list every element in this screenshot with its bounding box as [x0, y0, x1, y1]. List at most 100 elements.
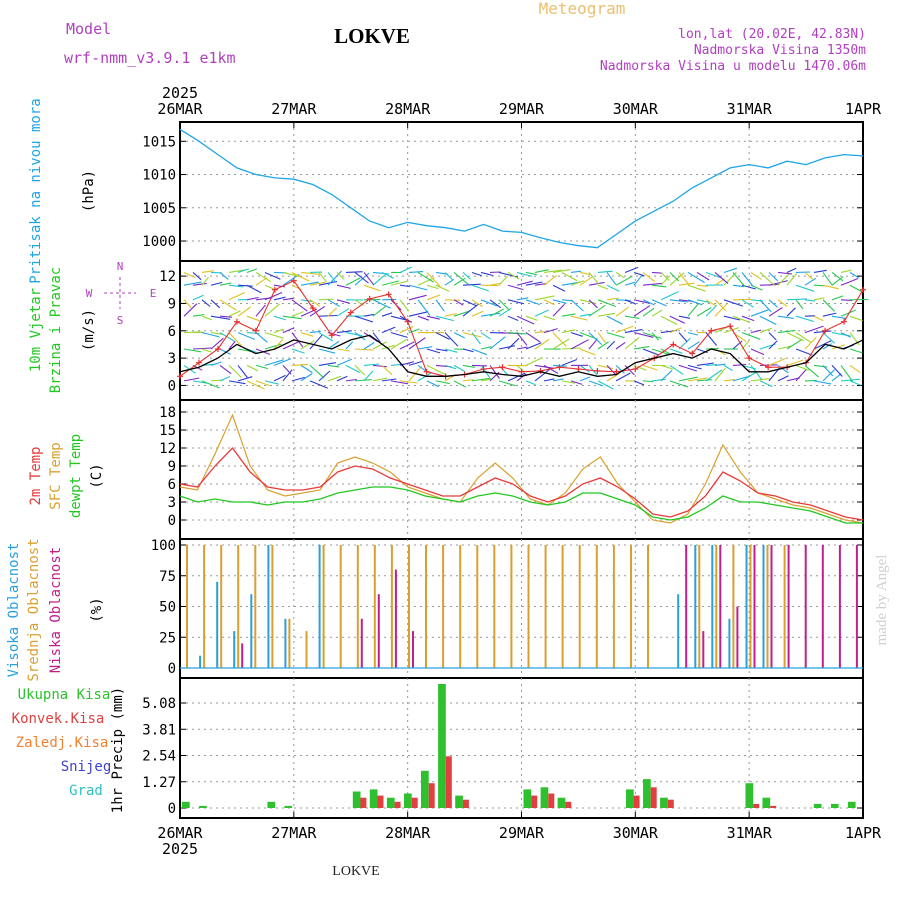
wind-arrow: [840, 332, 852, 338]
wind-arrow: [669, 315, 686, 324]
wind-arrow: [714, 272, 729, 285]
wind-arrow: [381, 280, 400, 286]
wind-arrow: [588, 281, 605, 286]
wind-arrow: [777, 375, 789, 382]
wind-arrow: [336, 330, 352, 334]
wind-arrow: [606, 272, 617, 285]
wind-arrow: [399, 284, 410, 288]
precip-conv-bar: [445, 756, 452, 808]
wind-gust-marker: [309, 305, 316, 311]
wind-arrow: [813, 284, 825, 287]
wind-arrow: [282, 327, 295, 334]
y-tick-label: 1000: [142, 234, 176, 250]
temp-2m-line: [179, 446, 864, 521]
wind-gust-marker: [480, 366, 487, 373]
wind-arrow: [849, 348, 863, 354]
wind-arrow: [507, 284, 524, 291]
wind-arrow: [768, 272, 779, 282]
wind-arrow: [759, 272, 775, 286]
y-tick-label: 1.27: [142, 775, 176, 791]
wind-arrow: [525, 299, 540, 306]
wind-arrow: [444, 278, 455, 286]
wind-arrow: [444, 299, 461, 301]
precip-conv-bar: [411, 797, 418, 808]
wind-arrow: [417, 271, 434, 283]
wind-arrow: [318, 272, 327, 283]
wind-gust-marker: [195, 359, 202, 366]
precip-total-bar: [421, 770, 429, 808]
wind-arrow: [516, 346, 528, 350]
cloud-bar: [702, 631, 705, 668]
wind-arrow: [381, 364, 393, 376]
wind-arrow: [489, 299, 502, 309]
wind-arrow: [723, 379, 735, 382]
wind-arrow: [363, 313, 374, 317]
wind-arrow: [417, 364, 427, 372]
wind-arrow: [849, 364, 861, 373]
wind-arrow: [363, 284, 381, 292]
wind-arrow: [462, 299, 478, 307]
wind-arrow: [309, 305, 326, 317]
wind-arrow: [453, 310, 471, 317]
wind-arrow: [714, 303, 728, 317]
cloud-bar: [711, 545, 714, 668]
wind-arrow: [543, 378, 555, 382]
wind-arrow: [426, 348, 441, 354]
wind-gust-marker: [575, 366, 582, 373]
cloud-bar: [715, 545, 718, 668]
precip-total-bar: [284, 805, 293, 808]
wind-arrow: [480, 299, 498, 307]
precip-total-bar: [540, 787, 549, 808]
cloud-bar: [783, 545, 786, 668]
wind-arrow: [759, 299, 772, 313]
wind-arrow: [183, 348, 202, 353]
wind-arrow: [597, 312, 615, 317]
wind-arrow: [318, 280, 338, 286]
precip-conv-bar: [377, 795, 384, 808]
wind-arrow: [354, 272, 370, 286]
wind-arrow: [237, 268, 250, 273]
wind-arrow: [813, 315, 824, 322]
wind-arrow: [525, 380, 536, 386]
wind-gust-marker: [632, 366, 639, 373]
cloud-bar: [408, 545, 410, 668]
wind-arrow: [201, 348, 212, 353]
wind-arrow: [444, 332, 459, 347]
x-tick-label-top: 29MAR: [499, 100, 545, 118]
wind-arrow: [750, 329, 762, 334]
precip-legend-0: Ukupna Kisa: [18, 687, 111, 703]
wind-arrow: [264, 303, 280, 317]
wind-arrow: [507, 299, 524, 305]
y-tick-label: 25: [159, 630, 176, 646]
wind-arrow: [678, 332, 688, 343]
wind-gust-marker: [347, 309, 354, 316]
wind-arrow: [579, 364, 590, 373]
cloud-bar: [685, 545, 688, 668]
wind-arrow: [768, 340, 778, 350]
wind-arrow: [561, 329, 576, 334]
wind-arrow: [543, 269, 562, 274]
wind-arrow: [372, 377, 388, 382]
wind-arrow: [768, 299, 778, 308]
wind-arrow: [354, 348, 374, 351]
wind-arrow: [741, 315, 755, 322]
wind-arrow: [552, 303, 565, 317]
y-tick-label: 9: [168, 459, 176, 475]
wind-arrow: [318, 348, 336, 354]
wind-arrow: [777, 299, 788, 307]
wind-arrow: [795, 315, 815, 323]
wind-arrow: [318, 332, 334, 342]
cloud-bar: [736, 606, 739, 668]
wind-arrow: [282, 271, 302, 278]
cloud-bar: [578, 545, 581, 668]
wind-arrow: [606, 373, 619, 382]
wind-arrow: [480, 271, 493, 277]
wind-arrow: [363, 370, 374, 382]
wind-arrow: [336, 358, 353, 366]
wind-arrow: [498, 299, 510, 311]
wind-arrow: [741, 332, 761, 340]
wind-arrow: [687, 377, 708, 382]
cloud-bar: [728, 618, 731, 668]
wind-arrow: [453, 272, 469, 285]
wind-arrow: [813, 330, 832, 334]
